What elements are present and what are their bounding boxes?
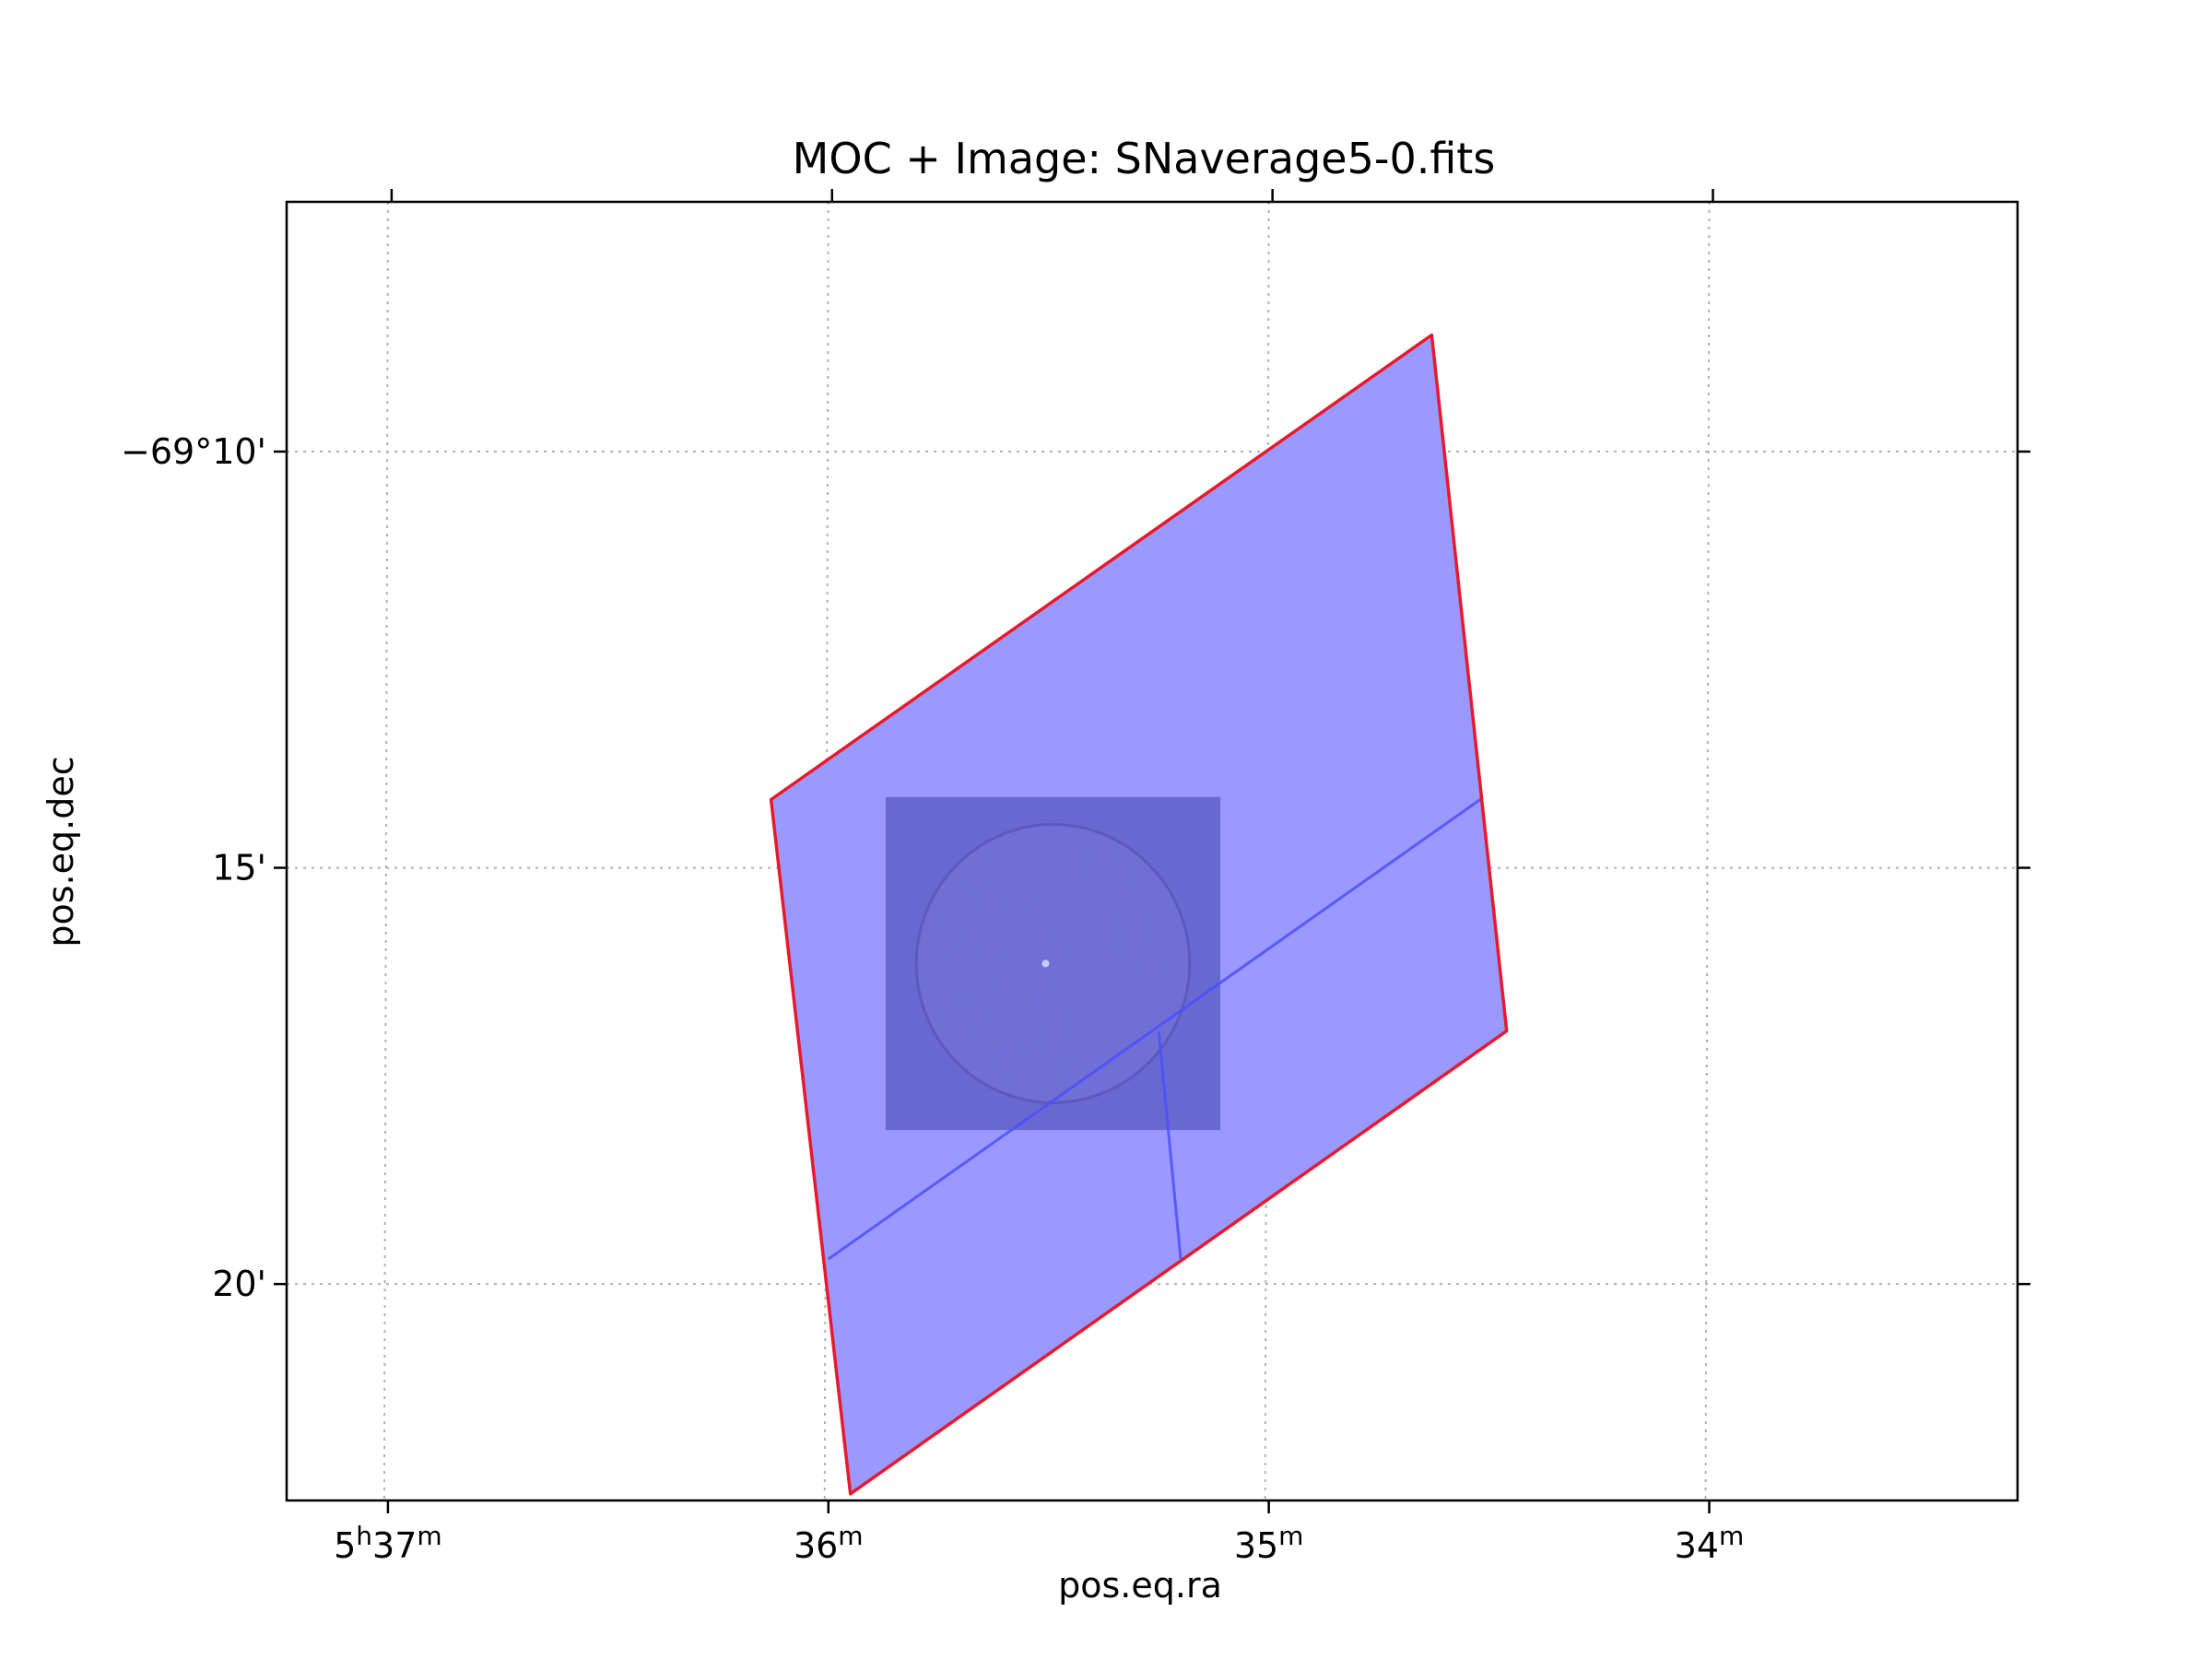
x-tick-label-2: 35m: [1234, 1521, 1304, 1566]
fits-image-center-source: [1041, 959, 1050, 968]
fits-image-noise: [916, 824, 1190, 1103]
grid-line-x-3: [1704, 201, 1711, 1501]
plot-frame: [285, 200, 2019, 1502]
chart-title: MOC + Image: SNaverage5-0.fits: [793, 134, 1496, 183]
image-layer: [885, 796, 1221, 1131]
grid-line-x-0: [382, 201, 389, 1501]
y-axis-ticks: −69°10' 15' 20': [121, 431, 2030, 1304]
y-tick-label-2: 20': [212, 1264, 266, 1304]
y-tick-label-0: −69°10': [121, 431, 266, 472]
moc-inner-line-0: [827, 798, 1481, 1261]
y-axis-label: pos.eq.dec: [41, 756, 81, 947]
x-tick-label-0: 5h37m: [334, 1521, 442, 1566]
x-axis-ticks: 5h37m 36m 35m 34m: [334, 189, 1744, 1566]
y-tick-label-1: 15': [212, 848, 266, 888]
fits-image-disk-edge: [914, 823, 1192, 1104]
x-tick-label-3: 34m: [1675, 1521, 1745, 1566]
x-tick-label-1: 36m: [794, 1521, 864, 1566]
moc-inner-line-1: [1157, 1030, 1182, 1260]
moc-boundary: [769, 333, 1509, 1496]
inner-lines: [827, 798, 1481, 1261]
moc-edge: [769, 333, 1509, 1496]
x-axis-label: pos.eq.ra: [1058, 1565, 1222, 1606]
